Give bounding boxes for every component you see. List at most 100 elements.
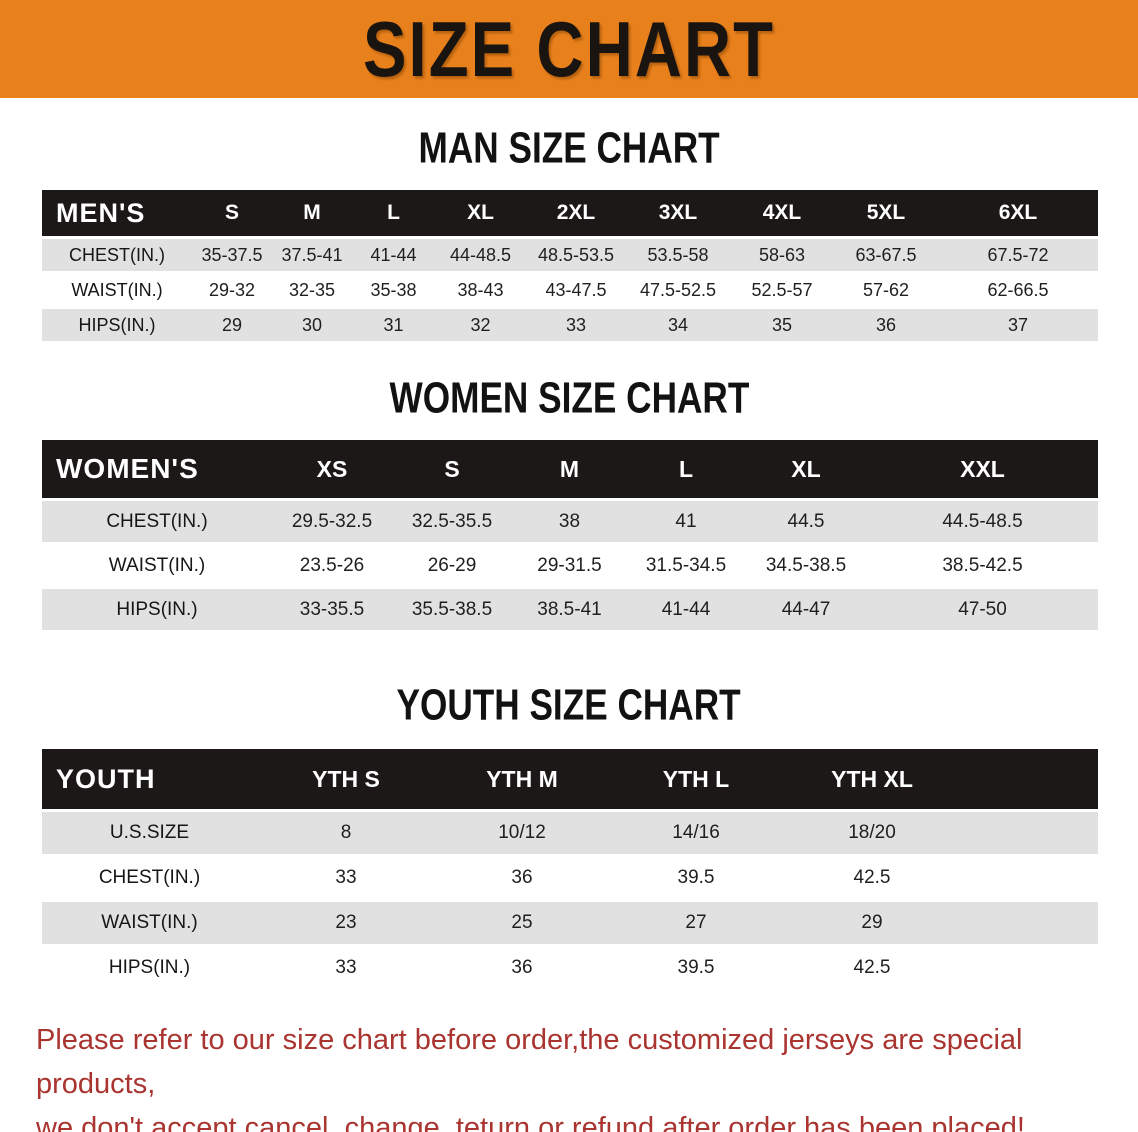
- table-cell: 44.5: [745, 501, 867, 542]
- table-cell: 32: [435, 309, 526, 341]
- table-cell: 8: [257, 812, 435, 854]
- size-col-header: S: [192, 190, 272, 236]
- table-row: HIPS(IN.) 33 36 39.5 42.5: [42, 947, 1098, 989]
- disclaimer-line-2: we don't accept cancel, change, teturn o…: [36, 1112, 1025, 1132]
- row-label: U.S.SIZE: [42, 812, 257, 854]
- table-cell: 26-29: [392, 545, 512, 586]
- table-cell: 14/16: [609, 812, 783, 854]
- table-cell: 32-35: [272, 274, 352, 306]
- table-row: WAIST(IN.) 29-32 32-35 35-38 38-43 43-47…: [42, 274, 1098, 306]
- table-cell: 29-31.5: [512, 545, 627, 586]
- table-cell: 38.5-41: [512, 589, 627, 630]
- table-row: U.S.SIZE 8 10/12 14/16 18/20: [42, 812, 1098, 854]
- table-cell: 36: [435, 947, 609, 989]
- row-label: HIPS(IN.): [42, 589, 272, 630]
- row-label: WAIST(IN.): [42, 902, 257, 944]
- table-cell: 38: [512, 501, 627, 542]
- table-row: HIPS(IN.) 33-35.5 35.5-38.5 38.5-41 41-4…: [42, 589, 1098, 630]
- youth-section-heading: YOUTH SIZE CHART: [0, 681, 1138, 729]
- table-cell: 58-63: [730, 239, 834, 271]
- filler-cell: [961, 902, 1098, 944]
- table-cell: 41-44: [352, 239, 435, 271]
- youth-size-table: YOUTH YTH S YTH M YTH L YTH XL U.S.SIZE …: [42, 746, 1098, 992]
- row-label: CHEST(IN.): [42, 857, 257, 899]
- man-section-heading: MAN SIZE CHART: [0, 123, 1138, 173]
- banner-title: SIZE CHART: [362, 5, 776, 93]
- table-cell: 31: [352, 309, 435, 341]
- table-cell: 29: [192, 309, 272, 341]
- table-cell: 33: [526, 309, 626, 341]
- table-cell: 34: [626, 309, 730, 341]
- table-cell: 34.5-38.5: [745, 545, 867, 586]
- size-col-header: XL: [435, 190, 526, 236]
- table-cell: 43-47.5: [526, 274, 626, 306]
- size-col-header: 5XL: [834, 190, 938, 236]
- size-col-header: M: [272, 190, 352, 236]
- size-col-header: YTH M: [435, 749, 609, 809]
- table-cell: 62-66.5: [938, 274, 1098, 306]
- table-cell: 23: [257, 902, 435, 944]
- table-cell: 48.5-53.5: [526, 239, 626, 271]
- disclaimer-text: Please refer to our size chart before or…: [0, 1018, 1138, 1132]
- women-heading-text: WOMEN SIZE CHART: [389, 373, 749, 423]
- row-label: HIPS(IN.): [42, 309, 192, 341]
- table-cell: 25: [435, 902, 609, 944]
- table-cell: 53.5-58: [626, 239, 730, 271]
- table-cell: 33: [257, 857, 435, 899]
- size-col-header: XL: [745, 440, 867, 498]
- size-col-header: 2XL: [526, 190, 626, 236]
- man-heading-text: MAN SIZE CHART: [418, 123, 720, 173]
- table-cell: 57-62: [834, 274, 938, 306]
- size-col-header: YTH XL: [783, 749, 961, 809]
- table-cell: 39.5: [609, 947, 783, 989]
- row-label: WAIST(IN.): [42, 545, 272, 586]
- table-row: CHEST(IN.) 35-37.5 37.5-41 41-44 44-48.5…: [42, 239, 1098, 271]
- women-table-header-row: WOMEN'S XS S M L XL XXL: [42, 440, 1098, 498]
- filler-cell: [961, 857, 1098, 899]
- table-cell: 23.5-26: [272, 545, 392, 586]
- men-table-title: MEN'S: [42, 190, 192, 236]
- table-cell: 42.5: [783, 947, 961, 989]
- table-cell: 29-32: [192, 274, 272, 306]
- table-cell: 47-50: [867, 589, 1098, 630]
- table-cell: 33: [257, 947, 435, 989]
- size-col-header: L: [352, 190, 435, 236]
- table-cell: 44-47: [745, 589, 867, 630]
- size-col-header: XXL: [867, 440, 1098, 498]
- size-col-header: XS: [272, 440, 392, 498]
- table-cell: 35-37.5: [192, 239, 272, 271]
- women-size-table: WOMEN'S XS S M L XL XXL CHEST(IN.) 29.5-…: [42, 437, 1098, 633]
- table-cell: 35-38: [352, 274, 435, 306]
- filler-cell: [961, 812, 1098, 854]
- table-cell: 37.5-41: [272, 239, 352, 271]
- row-label: CHEST(IN.): [42, 501, 272, 542]
- table-row: CHEST(IN.) 33 36 39.5 42.5: [42, 857, 1098, 899]
- size-col-header: 3XL: [626, 190, 730, 236]
- table-cell: 33-35.5: [272, 589, 392, 630]
- size-col-header: M: [512, 440, 627, 498]
- table-cell: 29.5-32.5: [272, 501, 392, 542]
- women-table-title: WOMEN'S: [42, 440, 272, 498]
- men-table-header-row: MEN'S S M L XL 2XL 3XL 4XL 5XL 6XL: [42, 190, 1098, 236]
- row-label: CHEST(IN.): [42, 239, 192, 271]
- size-col-header: 6XL: [938, 190, 1098, 236]
- table-cell: 63-67.5: [834, 239, 938, 271]
- size-col-header: YTH L: [609, 749, 783, 809]
- youth-table-header-row: YOUTH YTH S YTH M YTH L YTH XL: [42, 749, 1098, 809]
- size-col-header: YTH S: [257, 749, 435, 809]
- table-cell: 42.5: [783, 857, 961, 899]
- size-col-header: S: [392, 440, 512, 498]
- disclaimer-line-1: Please refer to our size chart before or…: [36, 1024, 1023, 1100]
- table-cell: 38.5-42.5: [867, 545, 1098, 586]
- table-cell: 29: [783, 902, 961, 944]
- table-row: WAIST(IN.) 23 25 27 29: [42, 902, 1098, 944]
- table-cell: 52.5-57: [730, 274, 834, 306]
- table-cell: 35.5-38.5: [392, 589, 512, 630]
- table-cell: 27: [609, 902, 783, 944]
- table-cell: 18/20: [783, 812, 961, 854]
- table-cell: 36: [834, 309, 938, 341]
- table-cell: 38-43: [435, 274, 526, 306]
- size-col-header: 4XL: [730, 190, 834, 236]
- table-cell: 31.5-34.5: [627, 545, 745, 586]
- table-cell: 10/12: [435, 812, 609, 854]
